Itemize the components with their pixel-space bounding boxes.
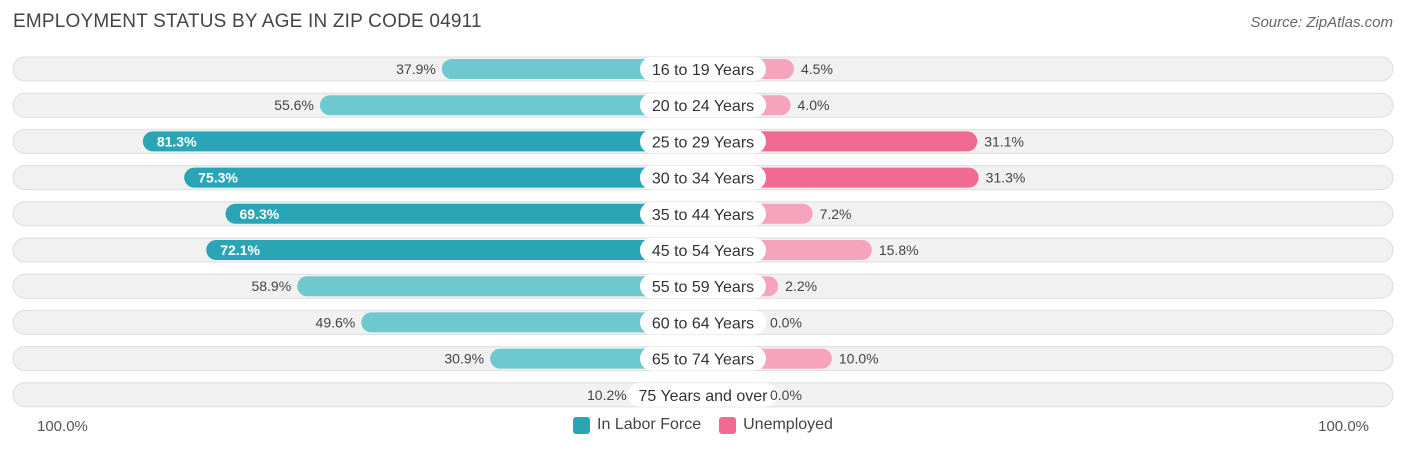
- bar-labor: [361, 312, 703, 333]
- category-pill: [640, 310, 766, 335]
- category-label: 25 to 29 Years: [652, 134, 754, 151]
- category-pill: [640, 165, 766, 190]
- category-pill: [640, 57, 766, 81]
- bar-labor: [142, 131, 703, 152]
- category-pill: [640, 93, 766, 118]
- category-pill: [640, 201, 766, 226]
- bar-labor: [225, 203, 703, 224]
- chart-title: EMPLOYMENT STATUS BY AGE IN ZIP CODE 049…: [13, 11, 482, 32]
- bar-labor: [319, 95, 703, 116]
- value-label-labor: 55.6%: [274, 97, 314, 113]
- category-label: 60 to 64 Years: [652, 315, 754, 332]
- chart-source: Source: ZipAtlas.com: [1250, 14, 1393, 31]
- category-label: 75 Years and over: [639, 388, 769, 405]
- value-label-labor: 72.1%: [220, 242, 260, 258]
- legend-item-labor[interactable]: In Labor Force: [573, 416, 701, 434]
- value-label-labor: 10.2%: [587, 387, 627, 403]
- bar-unemployed: [703, 131, 978, 152]
- legend-label-labor: In Labor Force: [597, 416, 702, 433]
- bar-labor: [206, 240, 703, 260]
- value-label-labor: 75.3%: [198, 170, 238, 186]
- chart-canvas: 16 to 19 Years 37.9% 4.5% 20 to 24 Years 55.…: [12, 56, 1394, 408]
- value-label-labor: 58.9%: [251, 278, 291, 294]
- legend-item-unemployed[interactable]: Unemployed: [719, 416, 833, 434]
- chart-legend: In Labor Force Unemployed: [0, 416, 1406, 434]
- value-label-unemployed: 15.8%: [879, 242, 919, 258]
- bar-labor: [297, 276, 703, 297]
- category-label: 30 to 34 Years: [652, 171, 754, 188]
- value-label-unemployed: 4.0%: [798, 97, 830, 113]
- value-label-unemployed: 4.5%: [801, 61, 833, 77]
- legend-swatch-labor: [573, 416, 591, 434]
- bar-labor: [441, 59, 703, 79]
- value-label-unemployed: 7.2%: [820, 206, 852, 222]
- category-label: 20 to 24 Years: [652, 98, 754, 115]
- value-label-labor: 81.3%: [157, 133, 197, 149]
- category-pill: [628, 382, 778, 407]
- value-label-unemployed: 0.0%: [770, 387, 802, 403]
- value-label-labor: 30.9%: [444, 351, 484, 367]
- category-label: 65 to 74 Years: [652, 352, 754, 369]
- category-pill: [640, 274, 766, 299]
- bar-unemployed: [703, 167, 979, 188]
- value-label-unemployed: 0.0%: [770, 314, 802, 330]
- value-label-labor: 37.9%: [396, 61, 436, 77]
- value-label-unemployed: 10.0%: [839, 351, 879, 367]
- category-pill: [640, 238, 766, 262]
- category-label: 55 to 59 Years: [652, 279, 754, 296]
- category-label: 35 to 44 Years: [652, 207, 754, 224]
- category-label: 45 to 54 Years: [652, 243, 754, 260]
- value-label-unemployed: 31.3%: [986, 170, 1026, 186]
- legend-label-unemployed: Unemployed: [743, 416, 833, 433]
- axis-right-label: 100.0%: [1318, 418, 1369, 435]
- value-label-labor: 49.6%: [316, 314, 356, 330]
- category-label: 16 to 19 Years: [652, 62, 754, 79]
- value-label-labor: 69.3%: [240, 206, 280, 222]
- category-pill: [640, 346, 766, 371]
- category-pill: [640, 129, 766, 154]
- value-label-unemployed: 2.2%: [785, 278, 817, 294]
- value-label-unemployed: 31.1%: [984, 133, 1024, 149]
- bar-labor: [184, 167, 704, 188]
- legend-swatch-unemployed: [719, 416, 737, 434]
- axis-left-label: 100.0%: [37, 418, 88, 435]
